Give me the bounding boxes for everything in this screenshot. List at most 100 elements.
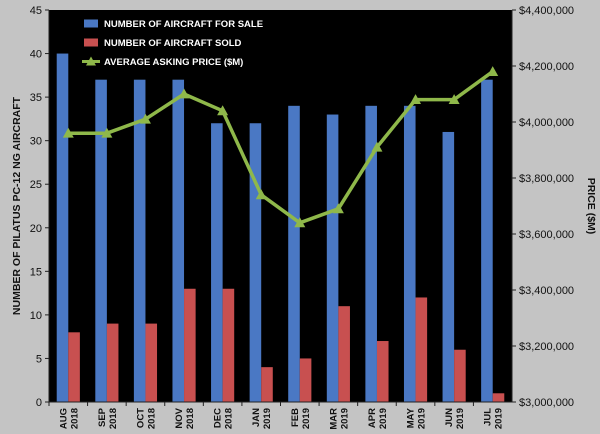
x-tick-year: 2019 <box>455 408 466 429</box>
left-tick-label: 20 <box>30 223 42 235</box>
price-marker <box>332 203 344 214</box>
bar-sold <box>222 288 235 402</box>
bar-for-sale <box>326 114 339 403</box>
bar-for-sale <box>442 131 455 402</box>
bar-sold <box>145 323 158 402</box>
right-tick-label: $4,000,000 <box>519 117 574 129</box>
x-tick-label: AUG 2018 <box>58 408 80 429</box>
right-tick-label: $4,400,000 <box>519 5 574 17</box>
left-tick-label: 30 <box>30 136 42 148</box>
bar-sold <box>454 349 466 402</box>
price-marker <box>62 127 74 138</box>
right-axis: $3,000,000 $3,200,000 $3,400,000 $3,600,000… <box>511 5 574 409</box>
left-tick-label: 45 <box>30 5 42 17</box>
x-tick-label: SEP 2018 <box>97 407 119 429</box>
x-tick-year: 2019 <box>339 408 350 429</box>
bar-sold <box>68 332 80 402</box>
x-tick-label: MAR 2019 <box>328 408 350 430</box>
right-tick-label: $3,600,000 <box>519 229 574 241</box>
bar-for-sale <box>403 105 416 403</box>
left-tick-label: 25 <box>30 179 42 191</box>
bars-layer <box>56 53 505 403</box>
left-tick-label: 15 <box>30 266 42 278</box>
x-tick-year: 2019 <box>417 408 428 429</box>
x-tick-year: 2019 <box>262 408 273 429</box>
right-tick-label: $4,200,000 <box>519 61 574 73</box>
price-marker <box>410 94 422 104</box>
x-tick-year: 2019 <box>301 408 312 429</box>
x-tick-month: NOV <box>174 407 185 428</box>
x-tick-label: JAN 2019 <box>251 408 273 429</box>
x-tick-year: 2018 <box>224 408 235 429</box>
bar-for-sale <box>211 123 223 402</box>
x-tick-label: JUL 2019 <box>483 408 505 429</box>
plot-area <box>49 10 512 402</box>
x-tick-label: MAY 2019 <box>406 407 428 429</box>
bar-sold <box>415 297 428 402</box>
bar-for-sale <box>288 105 300 403</box>
bar-for-sale <box>56 53 69 403</box>
price-marker <box>487 66 499 76</box>
x-tick-label: FEB 2019 <box>290 408 312 429</box>
left-tick-label: 0 <box>36 397 42 409</box>
bar-for-sale <box>365 105 377 403</box>
price-marker <box>139 113 151 124</box>
x-tick-month: APR <box>367 408 378 428</box>
bar-for-sale <box>133 79 146 402</box>
x-tick-month: SEP <box>97 407 108 427</box>
price-marker <box>178 88 190 99</box>
left-axis: 0 5 10 15 20 25 30 35 40 45 <box>30 5 50 409</box>
bar-for-sale <box>481 79 493 402</box>
y-axis-title: NUMBER OF PILATUS PC-12 NG AIRCRAFT <box>11 96 23 315</box>
x-tick-label: NOV 2018 <box>174 407 196 429</box>
left-tick-label: 40 <box>30 49 42 61</box>
bar-sold <box>376 341 389 402</box>
legend-label: NUMBER OF AIRCRAFT FOR SALE <box>104 19 263 30</box>
legend-box <box>80 12 254 73</box>
price-marker <box>371 141 383 152</box>
price-line-layer <box>62 66 499 228</box>
left-tick-label: 10 <box>30 310 42 322</box>
price-marker <box>294 217 306 228</box>
legend-marker <box>86 56 96 66</box>
x-axis: AUG 2018 SEP 2018 OCT 2018 NOV 2018 DEC 2018 JAN 20… <box>48 401 512 430</box>
legend: NUMBER OF AIRCRAFT FOR SALE NUMBER OF AIR… <box>80 12 263 73</box>
legend-swatch <box>84 38 98 47</box>
x-tick-month: OCT <box>135 408 146 428</box>
x-tick-year: 2018 <box>69 408 80 429</box>
left-tick-label: 35 <box>30 92 42 104</box>
bar-sold <box>261 367 273 402</box>
legend-label: AVERAGE ASKING PRICE ($M) <box>104 57 243 68</box>
x-tick-month: MAR <box>328 408 339 430</box>
price-marker <box>101 127 113 138</box>
price-line <box>68 70 494 225</box>
legend-swatch <box>84 19 98 28</box>
right-tick-label: $3,800,000 <box>519 173 574 185</box>
x-tick-year: 2019 <box>378 408 389 429</box>
bar-sold <box>299 358 312 402</box>
x-tick-month: FEB <box>290 408 301 427</box>
x-tick-month: JUL <box>483 408 494 426</box>
right-tick-label: $3,000,000 <box>519 397 574 409</box>
x-tick-month: JAN <box>251 408 262 427</box>
bar-for-sale <box>95 79 107 402</box>
price-marker <box>255 189 267 200</box>
x-tick-label: APR 2019 <box>367 408 389 429</box>
x-tick-month: AUG <box>58 408 69 429</box>
x-tick-label: JUN 2019 <box>444 408 466 429</box>
bar-for-sale <box>249 123 262 402</box>
x-tick-year: 2018 <box>108 408 119 429</box>
bar-sold <box>106 323 119 402</box>
price-marker <box>217 105 229 116</box>
x-tick-month: DEC <box>213 408 224 428</box>
legend-label: NUMBER OF AIRCRAFT SOLD <box>104 38 242 49</box>
x-tick-month: JUN <box>444 408 455 427</box>
left-tick-label: 5 <box>36 353 42 365</box>
bar-sold <box>184 288 196 402</box>
y2-axis-title: PRICE ($M) <box>585 178 597 235</box>
x-tick-label: DEC 2018 <box>213 408 235 429</box>
right-tick-label: $3,200,000 <box>519 341 574 353</box>
x-tick-month: MAY <box>406 407 417 428</box>
price-marker <box>448 94 460 104</box>
